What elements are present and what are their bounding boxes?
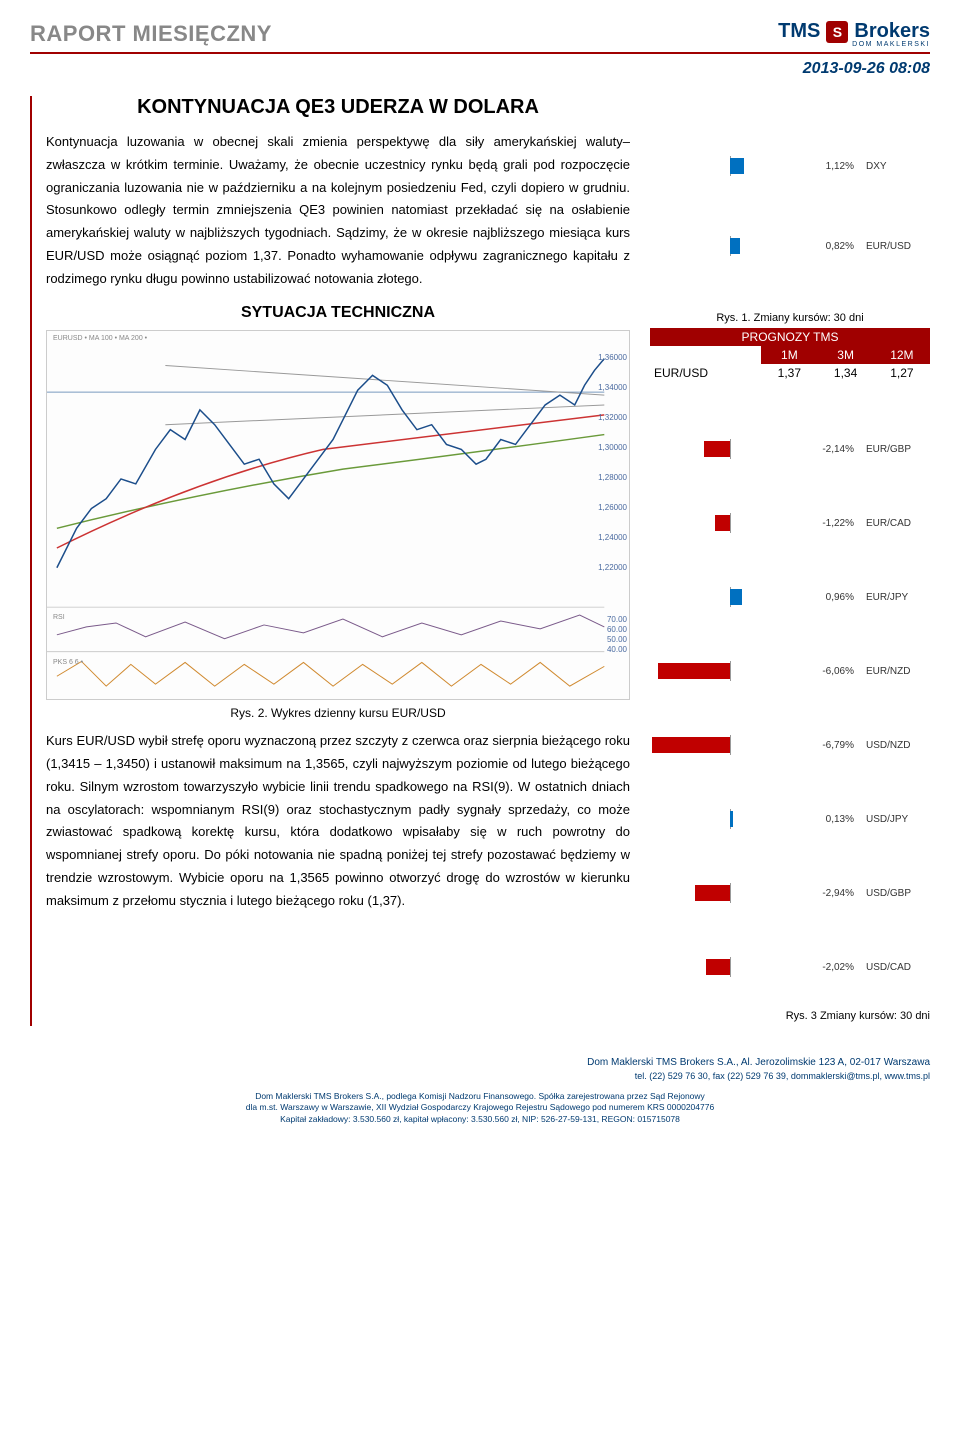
- price-chart: EURUSD • MA 100 • MA 200 • 1,36000 1,340…: [46, 330, 630, 700]
- bar-pair-label: USD/CAD: [860, 962, 930, 973]
- bar-row: -6,06%EUR/NZD: [650, 634, 930, 708]
- bar-row: -2,14%EUR/GBP: [650, 412, 930, 486]
- bar-pair-label: USD/GBP: [860, 888, 930, 899]
- forecast-title: PROGNOZY TMS: [650, 328, 930, 346]
- forecast-table: PROGNOZY TMS 1M 3M 12M EUR/USD 1,37 1,34…: [650, 328, 930, 382]
- ytick: 1,36000: [598, 353, 627, 362]
- ytick: 1,34000: [598, 383, 627, 392]
- bar-row: -1,22%EUR/CAD: [650, 486, 930, 560]
- ytick: 1,22000: [598, 563, 627, 572]
- bar-row: -6,79%USD/NZD: [650, 708, 930, 782]
- pks-line: [57, 662, 604, 687]
- bar-chart-1: 1,12%DXY0,82%EUR/USD: [650, 96, 930, 306]
- bar-pair-label: EUR/NZD: [860, 666, 930, 677]
- paragraph-2: Kurs EUR/USD wybił strefę oporu wyznaczo…: [46, 730, 630, 912]
- bar-pair-label: EUR/JPY: [860, 592, 930, 603]
- footer-line: dla m.st. Warszawy w Warszawie, XII Wydz…: [30, 1102, 930, 1114]
- rsi-tick: 50.00: [607, 635, 627, 644]
- forecast-col: [650, 346, 761, 364]
- bar-value: -2,02%: [810, 962, 860, 973]
- bar-row: 1,12%DXY: [650, 126, 930, 206]
- bar-pair-label: EUR/USD: [860, 241, 930, 252]
- fig1-caption: Rys. 1. Zmiany kursów: 30 dni: [650, 312, 930, 324]
- rsi-label: RSI: [53, 614, 65, 621]
- bar-value: -2,94%: [810, 888, 860, 899]
- forecast-col: 1M: [761, 346, 817, 364]
- bar-row: 0,82%EUR/USD: [650, 206, 930, 286]
- forecast-col: 12M: [874, 346, 930, 364]
- logo-brokers-text: Brokers: [854, 20, 930, 43]
- content: KONTYNUACJA QE3 UDERZA W DOLARA Kontynua…: [30, 96, 930, 1026]
- logo-block: TMS S Brokers DOM MAKLERSKI: [778, 20, 930, 48]
- forecast-val: 1,27: [874, 364, 930, 382]
- left-column: KONTYNUACJA QE3 UDERZA W DOLARA Kontynua…: [30, 96, 630, 1026]
- footer-line: Dom Maklerski TMS Brokers S.A., podlega …: [30, 1091, 930, 1103]
- ytick: 1,26000: [598, 503, 627, 512]
- bar-value: -6,79%: [810, 740, 860, 751]
- footer-line: tel. (22) 529 76 30, fax (22) 529 76 39,…: [30, 1070, 930, 1083]
- ytick: 1,24000: [598, 533, 627, 542]
- section-title: SYTUACJA TECHNICZNA: [46, 304, 630, 322]
- header: RAPORT MIESIĘCZNY TMS S Brokers DOM MAKL…: [30, 20, 930, 54]
- logo-tms-text: TMS: [778, 20, 820, 43]
- forecast-val: 1,34: [817, 364, 873, 382]
- bar-value: -6,06%: [810, 666, 860, 677]
- bar-chart-3: -2,14%EUR/GBP-1,22%EUR/CAD0,96%EUR/JPY-6…: [650, 412, 930, 1004]
- fig2-caption: Rys. 2. Wykres dzienny kursu EUR/USD: [46, 706, 630, 720]
- ytick: 1,32000: [598, 413, 627, 422]
- bar-row: 0,13%USD/JPY: [650, 782, 930, 856]
- bar-value: -2,14%: [810, 444, 860, 455]
- ytick: 1,30000: [598, 443, 627, 452]
- footer-line: Dom Maklerski TMS Brokers S.A., Al. Jero…: [30, 1056, 930, 1070]
- page: RAPORT MIESIĘCZNY TMS S Brokers DOM MAKL…: [0, 0, 960, 1136]
- report-title: RAPORT MIESIĘCZNY: [30, 21, 272, 47]
- logo-icon: S: [826, 21, 848, 43]
- rsi-tick: 60.00: [607, 625, 627, 634]
- bar-pair-label: EUR/CAD: [860, 518, 930, 529]
- rsi-tick: 70.00: [607, 615, 627, 624]
- bar-row: -2,94%USD/GBP: [650, 856, 930, 930]
- logo: TMS S Brokers: [778, 20, 930, 43]
- pks-label: PKS 6 6 •: [53, 659, 83, 666]
- bar-value: 1,12%: [810, 161, 860, 172]
- bar-pair-label: USD/NZD: [860, 740, 930, 751]
- right-column: 1,12%DXY0,82%EUR/USD Rys. 1. Zmiany kurs…: [650, 96, 930, 1026]
- chart-svg: [47, 331, 629, 696]
- paragraph-1: Kontynuacja luzowania w obecnej skali zm…: [46, 131, 630, 290]
- ytick: 1,28000: [598, 473, 627, 482]
- bar-row: 0,96%EUR/JPY: [650, 560, 930, 634]
- forecast-pair: EUR/USD: [650, 364, 761, 382]
- datetime: 2013-09-26 08:08: [30, 60, 930, 78]
- bar-row: -2,02%USD/CAD: [650, 930, 930, 1004]
- forecast-val: 1,37: [761, 364, 817, 382]
- bar-value: 0,13%: [810, 814, 860, 825]
- rsi-tick: 40.00: [607, 645, 627, 654]
- bar-value: -1,22%: [810, 518, 860, 529]
- footer-line: Kapitał zakładowy: 3.530.560 zł, kapitał…: [30, 1114, 930, 1126]
- forecast-col: 3M: [817, 346, 873, 364]
- bar-value: 0,96%: [810, 592, 860, 603]
- footer: Dom Maklerski TMS Brokers S.A., Al. Jero…: [30, 1056, 930, 1126]
- trendline-1: [165, 366, 604, 396]
- article-title: KONTYNUACJA QE3 UDERZA W DOLARA: [46, 96, 630, 119]
- rsi-line: [57, 615, 604, 639]
- bar-pair-label: USD/JPY: [860, 814, 930, 825]
- fig3-caption: Rys. 3 Zmiany kursów: 30 dni: [650, 1010, 930, 1022]
- bar-pair-label: DXY: [860, 161, 930, 172]
- bar-value: 0,82%: [810, 241, 860, 252]
- bar-pair-label: EUR/GBP: [860, 444, 930, 455]
